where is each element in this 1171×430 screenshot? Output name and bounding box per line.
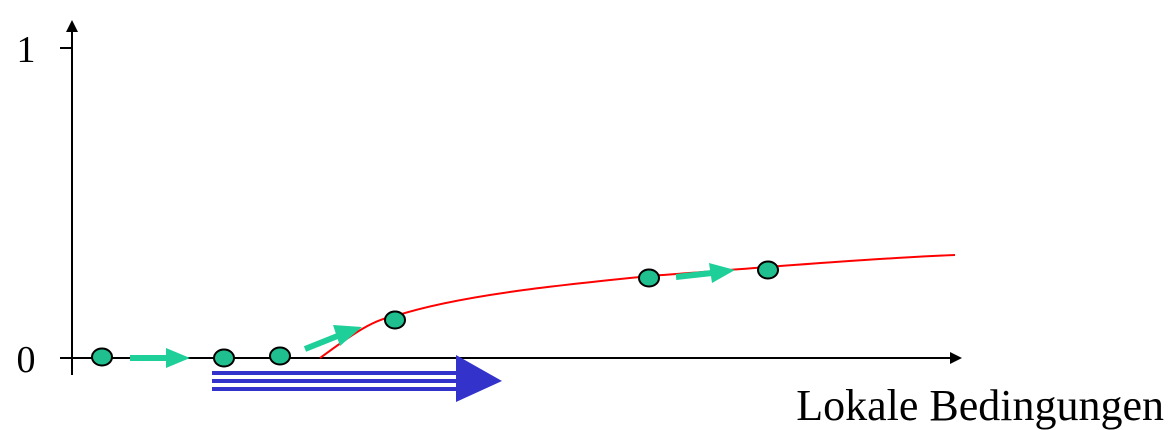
y-axis: 1 0: [17, 20, 78, 381]
state-point: [757, 260, 779, 280]
step-arrow-3: [675, 263, 735, 283]
step-arrows: [130, 263, 735, 368]
state-points: [91, 260, 779, 368]
state-point: [638, 268, 660, 288]
state-point: [91, 347, 113, 367]
threshold-curve: [319, 254, 956, 359]
y-tick-label-0: 0: [17, 339, 36, 381]
state-point: [384, 310, 406, 330]
main-direction-arrow: [212, 355, 502, 402]
x-axis-label: Lokale Bedingungen: [796, 381, 1164, 430]
state-point: [269, 346, 291, 366]
x-axis: Lokale Bedingungen: [60, 352, 1164, 430]
step-arrow-2: [303, 325, 362, 352]
step-arrow-1: [130, 348, 190, 368]
state-point: [213, 348, 235, 368]
y-tick-label-1: 1: [17, 29, 36, 71]
main-arrow-head: [456, 355, 502, 402]
